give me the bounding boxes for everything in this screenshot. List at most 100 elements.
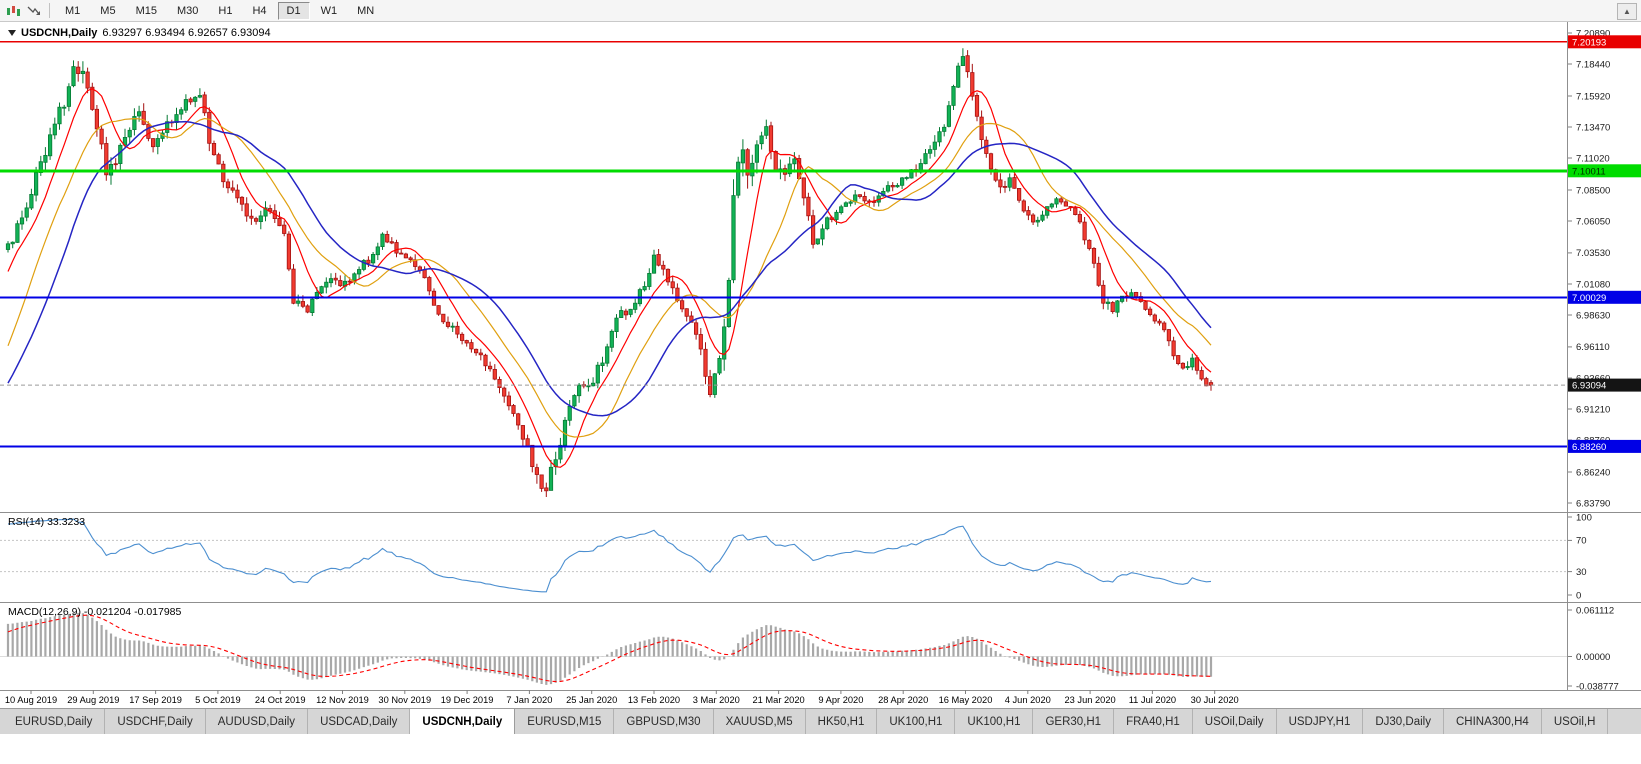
svg-text:17 Sep 2019: 17 Sep 2019 (129, 695, 182, 705)
candlestick-chart-icon[interactable] (4, 2, 24, 20)
svg-text:7.08500: 7.08500 (1576, 185, 1610, 196)
chart-area[interactable]: 7.20890 7.18440 7.15920 7.13470 7.11020 7.085… (0, 22, 1641, 708)
svg-text:25 Jan 2020: 25 Jan 2020 (566, 695, 617, 705)
svg-text:0.00000: 0.00000 (1576, 652, 1610, 663)
svg-text:11 Jul 2020: 11 Jul 2020 (1129, 695, 1176, 705)
chart-tab-uk100-h1[interactable]: UK100,H1 (955, 709, 1034, 734)
toolbar-right: ▲ (1617, 1, 1637, 21)
timeframe-d1-button[interactable]: D1 (277, 1, 310, 20)
chart-tab-fra40-h1[interactable]: FRA40,H1 (1114, 709, 1193, 734)
macd-pane (0, 612, 1567, 685)
chart-tab-usdcad-daily[interactable]: USDCAD,Daily (308, 709, 411, 734)
svg-text:16 May 2020: 16 May 2020 (939, 695, 993, 705)
rsi-scale[interactable]: 100 70 30 0 (1568, 512, 1592, 601)
chart-tab-eurusd-m15[interactable]: EURUSD,M15 (515, 709, 615, 734)
svg-text:19 Dec 2019: 19 Dec 2019 (441, 695, 494, 705)
svg-text:7.20193: 7.20193 (1572, 37, 1606, 48)
svg-text:7.03530: 7.03530 (1576, 248, 1610, 259)
svg-text:24 Oct 2019: 24 Oct 2019 (255, 695, 306, 705)
svg-text:30 Nov 2019: 30 Nov 2019 (378, 695, 431, 705)
svg-text:6.98630: 6.98630 (1576, 310, 1610, 321)
chart-tab-hk50-h1[interactable]: HK50,H1 (806, 709, 878, 734)
svg-text:6.86240: 6.86240 (1576, 467, 1610, 478)
svg-text:7.00029: 7.00029 (1572, 293, 1606, 304)
timeframe-buttons: M1 M5 M15 M30 H1 H4 D1 W1 MN (55, 1, 384, 20)
svg-text:21 Mar 2020: 21 Mar 2020 (752, 695, 804, 705)
svg-text:70: 70 (1576, 536, 1587, 547)
svg-text:9 Apr 2020: 9 Apr 2020 (818, 695, 863, 705)
chart-tab-usoil-h[interactable]: USOil,H (1542, 709, 1609, 734)
svg-text:30: 30 (1576, 567, 1587, 578)
svg-text:7.15920: 7.15920 (1576, 91, 1610, 102)
svg-text:6.91210: 6.91210 (1576, 404, 1610, 415)
svg-text:7.20890: 7.20890 (1576, 28, 1610, 39)
ma-slow-line (7, 120, 1212, 417)
ma-fast-line (7, 88, 1212, 468)
svg-text:6.93094: 6.93094 (1572, 381, 1606, 392)
svg-text:30 Jul 2020: 30 Jul 2020 (1191, 695, 1239, 705)
svg-text:13 Feb 2020: 13 Feb 2020 (628, 695, 680, 705)
chart-tab-dj30-daily[interactable]: DJ30,Daily (1363, 709, 1444, 734)
rsi-indicator-label: RSI(14) 33.3233 (8, 516, 86, 528)
level-line-green-price-tag: 7.10011 (1568, 164, 1641, 178)
timeframe-m15-button[interactable]: M15 (127, 2, 166, 20)
current-price-tag: 6.93094 (1568, 378, 1641, 392)
macd-scale[interactable]: 0.061112 0.00000 -0.038777 (1568, 605, 1619, 692)
svg-text:5 Oct 2019: 5 Oct 2019 (195, 695, 240, 705)
chart-tab-uk100-h1[interactable]: UK100,H1 (877, 709, 956, 734)
timeframe-m1-button[interactable]: M1 (56, 2, 89, 20)
svg-text:10 Aug 2019: 10 Aug 2019 (5, 695, 57, 705)
pane-separators (0, 22, 1641, 691)
svg-text:6.83790: 6.83790 (1576, 498, 1610, 509)
svg-text:-0.038777: -0.038777 (1576, 681, 1619, 692)
svg-text:6.96110: 6.96110 (1576, 342, 1610, 353)
chart-tab-eurusd-daily[interactable]: EURUSD,Daily (3, 709, 106, 734)
svg-text:12 Nov 2019: 12 Nov 2019 (316, 695, 369, 705)
svg-text:6.88260: 6.88260 (1572, 442, 1606, 453)
svg-text:4 Jun 2020: 4 Jun 2020 (1005, 695, 1051, 705)
chart-title: USDCNH,Daily 6.93297 6.93494 6.92657 6.9… (8, 27, 271, 39)
chart-symbol-label: USDCNH,Daily (21, 27, 98, 39)
svg-text:7.13470: 7.13470 (1576, 122, 1610, 133)
price-chart[interactable]: 7.20890 7.18440 7.15920 7.13470 7.11020 7.085… (0, 22, 1641, 708)
svg-text:29 Aug 2019: 29 Aug 2019 (67, 695, 119, 705)
timeframe-h1-button[interactable]: H1 (209, 2, 241, 20)
chart-tab-china300-h4[interactable]: CHINA300,H4 (1444, 709, 1542, 734)
macd-indicator-label: MACD(12,26,9) -0.021204 -0.017985 (8, 606, 182, 618)
rsi-pane (0, 518, 1567, 593)
toolbar-expand-button[interactable]: ▲ (1617, 3, 1637, 21)
chart-tab-audusd-daily[interactable]: AUDUSD,Daily (206, 709, 309, 734)
chart-marker-icon (8, 30, 16, 36)
timeframe-w1-button[interactable]: W1 (312, 2, 347, 20)
chart-tab-ger30-h1[interactable]: GER30,H1 (1033, 709, 1115, 734)
rsi-line (7, 518, 1212, 593)
chart-tabs-bar: EURUSD,Daily USDCHF,Daily AUDUSD,Daily USDC… (0, 708, 1641, 734)
chart-arrow-icon[interactable] (24, 2, 44, 20)
svg-text:7 Jan 2020: 7 Jan 2020 (506, 695, 552, 705)
chart-tab-usdjpy-h1[interactable]: USDJPY,H1 (1277, 709, 1364, 734)
support-line-blue-price-tag: 6.88260 (1568, 439, 1641, 453)
chart-tab-gbpusd-m30[interactable]: GBPUSD,M30 (614, 709, 714, 734)
svg-text:23 Jun 2020: 23 Jun 2020 (1065, 695, 1116, 705)
price-scale[interactable]: 7.20890 7.18440 7.15920 7.13470 7.11020 7.085… (1568, 28, 1641, 509)
timeframe-m5-button[interactable]: M5 (91, 2, 124, 20)
svg-text:0: 0 (1576, 590, 1581, 601)
svg-text:3 Mar 2020: 3 Mar 2020 (693, 695, 740, 705)
chart-tab-usoil-daily[interactable]: USOil,Daily (1193, 709, 1277, 734)
resistance-line-red-price-tag: 7.20193 (1568, 35, 1641, 49)
ma-mid-line (7, 117, 1212, 438)
chart-ohlc-label: 6.93297 6.93494 6.92657 6.93094 (102, 27, 271, 39)
status-bar (0, 734, 1641, 764)
timeframe-h4-button[interactable]: H4 (243, 2, 275, 20)
chart-background (0, 22, 1641, 708)
level-line-blue-price-tag: 7.00029 (1568, 290, 1641, 304)
timeframe-mn-button[interactable]: MN (348, 2, 383, 20)
chart-tab-xauusd-m5[interactable]: XAUUSD,M5 (714, 709, 806, 734)
chart-tab-usdchf-daily[interactable]: USDCHF,Daily (105, 709, 206, 734)
time-scale[interactable]: 10 Aug 2019 29 Aug 2019 17 Sep 2019 5 Oct 2… (5, 690, 1239, 705)
svg-text:7.06050: 7.06050 (1576, 216, 1610, 227)
chart-tab-usdcnh-daily[interactable]: USDCNH,Daily (410, 709, 516, 734)
timeframe-m30-button[interactable]: M30 (168, 2, 207, 20)
timeframe-toolbar: M1 M5 M15 M30 H1 H4 D1 W1 MN ▲ (0, 0, 1641, 22)
